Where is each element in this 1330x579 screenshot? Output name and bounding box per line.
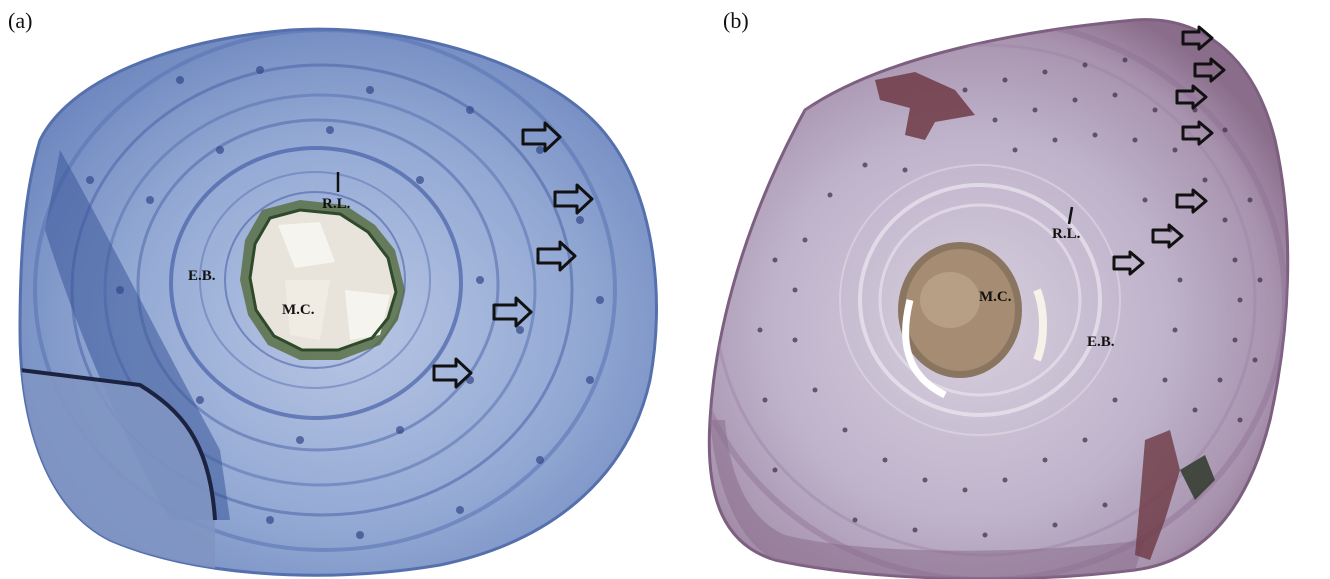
panel-a: (a) bbox=[8, 8, 658, 577]
endosteal-bone-label: E.B. bbox=[188, 268, 216, 284]
panel-a-tag: (a) bbox=[8, 8, 33, 33]
panel-b: (b) bbox=[665, 0, 1330, 579]
bone-section-b-image bbox=[707, 18, 1290, 579]
endosteal-bone-label: E.B. bbox=[1087, 334, 1115, 350]
medullary-cavity-label: M.C. bbox=[282, 302, 315, 318]
bone-section-a-image bbox=[18, 27, 658, 577]
panel-b-tag: (b) bbox=[723, 8, 749, 33]
resting-line-label: R.L. bbox=[1052, 226, 1081, 242]
resting-line-label: R.L. bbox=[322, 196, 351, 212]
medullary-cavity-label: M.C. bbox=[979, 289, 1012, 305]
